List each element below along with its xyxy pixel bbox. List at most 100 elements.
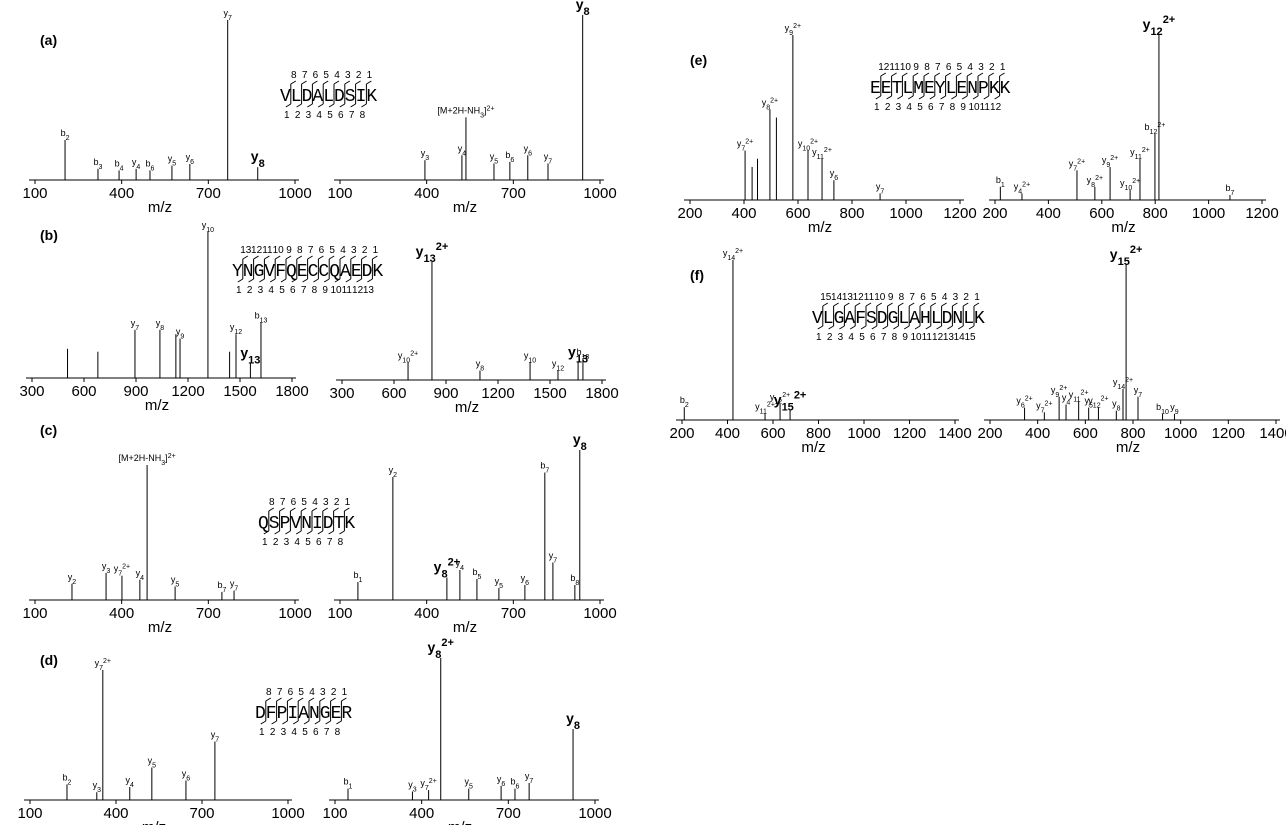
ion: y	[1112, 399, 1117, 409]
fragment-bracket	[334, 278, 341, 283]
fragment-bracket	[972, 95, 979, 100]
peak-label: y7	[1134, 385, 1143, 399]
x-tick-label: 1200	[171, 383, 204, 400]
b-ion-number: 9	[322, 285, 328, 296]
y-ion-number: 8	[291, 70, 297, 81]
peak-label: y7	[211, 730, 220, 744]
ion-charge: 2+	[794, 389, 807, 401]
fragment-bracket	[308, 697, 315, 702]
peak-label: y112+	[755, 401, 775, 415]
peak-label: b6	[511, 777, 520, 791]
y-ion-number: 13	[240, 245, 252, 256]
y-ion-number: 6	[920, 292, 926, 303]
y-ion-number: 2	[362, 245, 368, 256]
ion: y	[785, 23, 790, 33]
x-tick-label: 800	[1143, 205, 1168, 222]
fragment-bracket	[897, 95, 903, 100]
peak-label: y102+	[398, 350, 418, 364]
ion: y	[182, 769, 187, 779]
ion-charge: 2+	[1045, 400, 1053, 407]
peak-label: b8	[570, 573, 579, 587]
y-ion-number: 5	[931, 292, 937, 303]
peak-label: y82+	[762, 97, 778, 111]
ion-index: 7	[548, 158, 552, 165]
fragment-bracket	[307, 103, 313, 108]
y-ion-number: 5	[329, 245, 335, 256]
ion: b	[1225, 183, 1230, 193]
ion-charge: 2+	[1059, 384, 1067, 391]
peak-label: y6	[521, 573, 530, 587]
panel-label: (e)	[690, 52, 707, 68]
y-ion-number: 10	[874, 292, 886, 303]
y-ion-number: 9	[888, 292, 894, 303]
fragment-bracket	[366, 80, 372, 85]
b-ion-number: 1	[874, 102, 880, 113]
y-ion-number: 8	[266, 687, 272, 698]
x-tick-label: 1000	[583, 605, 616, 622]
b-ion-number: 11	[342, 285, 353, 296]
ion: b	[680, 395, 685, 405]
b-ion-number: 11	[980, 102, 991, 113]
fragment-bracket	[828, 325, 834, 330]
ion: y	[465, 777, 470, 787]
peak-label: y7	[230, 579, 239, 593]
fragment-bracket	[328, 255, 335, 260]
fragment-bracket	[925, 325, 932, 330]
x-tick-label: 1000	[847, 425, 880, 442]
b-ion-number: 15	[964, 332, 976, 343]
b-ion-number: 4	[291, 727, 297, 738]
ion-index: 12	[234, 329, 242, 336]
panel-label: (d)	[40, 652, 58, 668]
ion-index: 12	[1150, 26, 1162, 38]
ion-index: 3	[425, 155, 429, 162]
x-tick-label: 1000	[889, 205, 922, 222]
peak-label: [M+2H-NH3]2+	[119, 453, 176, 467]
ion: y	[168, 154, 173, 164]
ion-index: 5	[175, 581, 179, 588]
ion-index: 1	[349, 783, 353, 790]
ion-index: 7	[215, 736, 219, 743]
fragment-bracket	[264, 255, 270, 260]
ion-index: 6	[1021, 402, 1025, 409]
b-ion-number: 12	[352, 285, 364, 296]
x-tick-label: 400	[109, 185, 134, 202]
x-tick-label: 600	[760, 425, 785, 442]
ion-index: 3	[106, 568, 110, 575]
peak-label: b122+	[1145, 122, 1166, 136]
y-ion-number: 10	[273, 245, 285, 256]
peak-label: b7	[540, 461, 549, 475]
peak-label: [M+2H-NH3]2+	[437, 105, 494, 119]
ion: y	[490, 152, 495, 162]
b-ion-number: 7	[327, 537, 333, 548]
ion: y	[566, 710, 574, 726]
y-ion-number: 6	[291, 497, 297, 508]
x-axis-label: m/z	[453, 619, 477, 636]
ion-index: 8	[480, 365, 484, 372]
x-tick-label: 1400	[938, 425, 971, 442]
ion: y	[1036, 400, 1041, 410]
ion-index: 8	[584, 6, 590, 18]
b-ion-number: 7	[939, 102, 945, 113]
fragment-bracket	[339, 103, 346, 108]
ion-index: 7	[234, 585, 238, 592]
peak-label: y6	[186, 152, 195, 166]
ion: y	[114, 564, 119, 574]
x-axis-label: m/z	[148, 199, 172, 216]
peak-label: y112+	[812, 146, 832, 160]
peak-label: b2	[63, 772, 72, 786]
ion-index: 8	[766, 104, 770, 111]
fragment-bracket	[295, 530, 302, 535]
fragment-bracket	[300, 507, 307, 512]
x-tick-label: 1200	[481, 385, 514, 402]
y-ion-number: 7	[302, 70, 308, 81]
ion: b	[61, 128, 66, 138]
x-tick-label: 1400	[1259, 425, 1286, 442]
peak-label: y8	[573, 431, 587, 453]
peak-label: y122+	[1143, 14, 1176, 38]
ion: y	[830, 168, 835, 178]
x-tick-label: 700	[496, 805, 521, 822]
ion: [M+2H-NH	[437, 105, 480, 115]
ion: y	[1016, 396, 1021, 406]
b-ion-number: 6	[338, 110, 344, 121]
b-ion-number: 8	[312, 285, 318, 296]
